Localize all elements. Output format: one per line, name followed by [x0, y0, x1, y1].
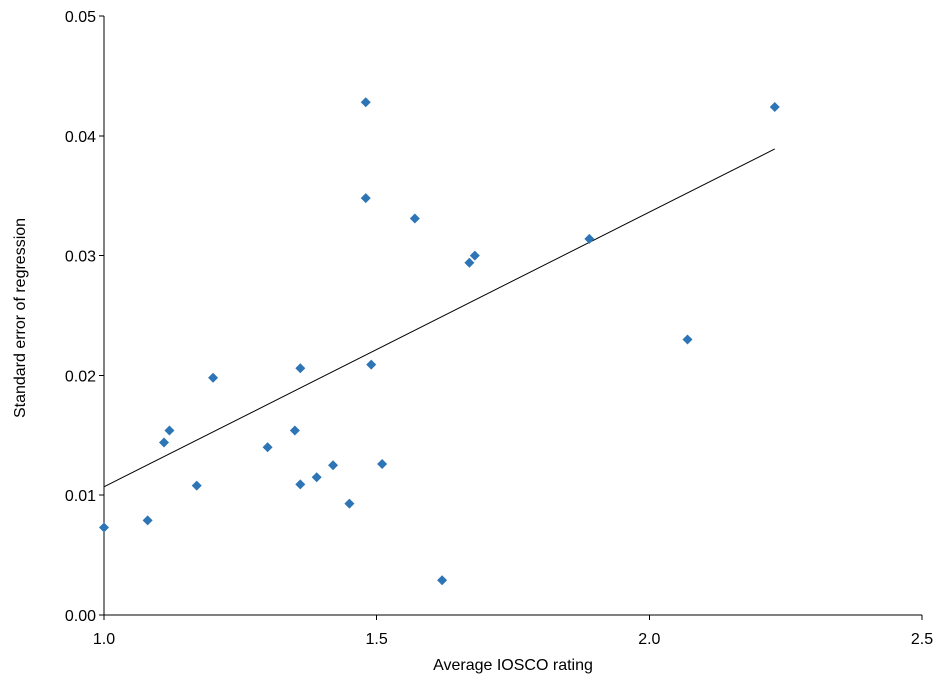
y-axis-title: Standard error of regression — [12, 218, 29, 418]
data-point — [682, 334, 693, 345]
y-tick-label: 0.01 — [65, 488, 96, 505]
data-point — [295, 479, 306, 490]
data-point — [158, 437, 169, 448]
y-tick-label: 0.03 — [65, 249, 96, 266]
data-point — [464, 257, 475, 268]
data-point — [366, 359, 377, 370]
y-tick-label: 0.04 — [65, 129, 96, 146]
data-point — [360, 193, 371, 204]
y-tick-label: 0.00 — [65, 608, 96, 625]
x-tick-label: 1.0 — [93, 631, 115, 648]
data-point — [769, 102, 780, 113]
y-axis: 0.00 0.01 0.02 0.03 0.04 0.05 — [65, 9, 105, 625]
data-point — [289, 425, 300, 436]
data-point — [328, 460, 339, 471]
data-point — [311, 472, 322, 483]
data-point — [262, 442, 273, 453]
data-point — [469, 250, 480, 261]
data-point — [377, 459, 388, 470]
data-point — [344, 498, 355, 509]
data-point — [191, 480, 202, 491]
y-tick-label: 0.05 — [65, 9, 96, 26]
data-point — [437, 575, 448, 586]
data-point — [409, 213, 420, 224]
data-point — [360, 97, 371, 108]
x-axis-title: Average IOSCO rating — [433, 657, 593, 674]
x-axis: 1.0 1.5 2.0 2.5 — [93, 614, 933, 648]
data-point — [142, 515, 153, 526]
data-point — [295, 363, 306, 374]
y-tick-label: 0.02 — [65, 368, 96, 385]
x-tick-label: 2.5 — [911, 631, 933, 648]
x-tick-label: 1.5 — [366, 631, 388, 648]
data-point — [164, 425, 175, 436]
data-point — [584, 233, 595, 244]
trend-line — [103, 148, 775, 488]
x-tick-label: 2.0 — [638, 631, 660, 648]
data-point — [99, 522, 109, 533]
data-point — [208, 372, 219, 383]
